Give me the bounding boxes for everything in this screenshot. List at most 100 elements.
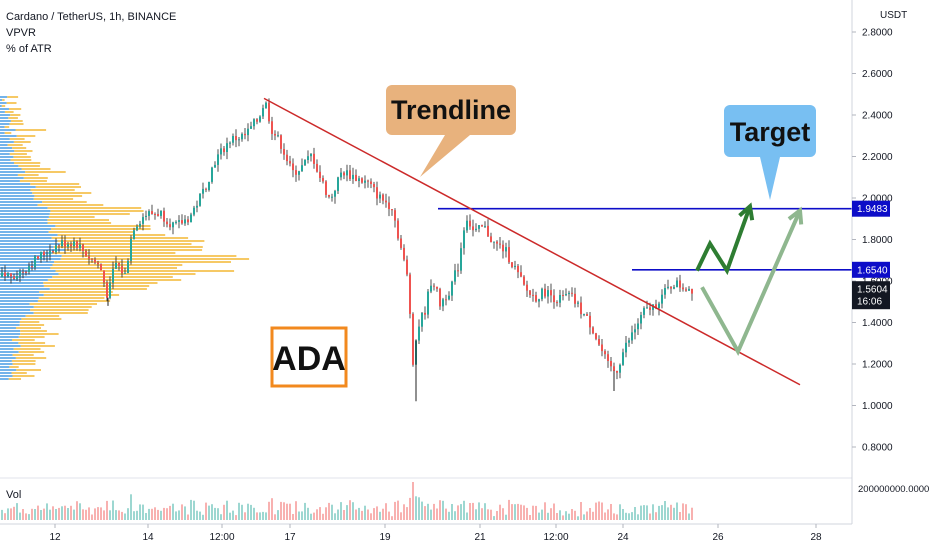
volume-bar bbox=[340, 502, 342, 520]
volume-bar bbox=[610, 504, 612, 520]
volume-bar bbox=[169, 505, 171, 520]
candle-body bbox=[28, 266, 30, 272]
volume-bar bbox=[250, 504, 252, 520]
candle-body bbox=[283, 149, 285, 155]
volume-bar bbox=[37, 505, 39, 520]
volume-bar bbox=[49, 509, 51, 520]
candle-body bbox=[460, 248, 462, 271]
candle-body bbox=[226, 143, 228, 152]
vpvr-bar-buy bbox=[0, 102, 7, 104]
volume-bar bbox=[268, 501, 270, 520]
volume-bar bbox=[481, 508, 483, 520]
vpvr-bar-sell bbox=[23, 177, 48, 179]
volume-bar bbox=[265, 512, 267, 520]
volume-bar bbox=[103, 510, 105, 520]
time-axis[interactable]: 12 14 12:00 17 19 21 12:00 24 26 28 bbox=[0, 523, 852, 543]
candle-body bbox=[580, 302, 582, 315]
vpvr-bar-sell bbox=[43, 294, 120, 296]
trendline-callout-box bbox=[386, 85, 516, 135]
vpvr-bar-sell bbox=[34, 195, 83, 197]
price-axis[interactable]: USDT 2.8000 2.6000 2.4000 2.2000 2.0000 1.800… bbox=[851, 0, 929, 524]
volume-bar bbox=[436, 508, 438, 520]
volume-bar bbox=[136, 510, 138, 520]
vpvr-bar-sell bbox=[9, 123, 24, 125]
vpvr-bar-buy bbox=[0, 252, 53, 254]
vpvr-bar-sell bbox=[48, 216, 95, 218]
candle-body bbox=[97, 262, 99, 265]
candle-body bbox=[25, 271, 27, 273]
volume-bar bbox=[298, 511, 300, 520]
candle-body bbox=[43, 251, 45, 256]
vpvr-bar-buy bbox=[0, 249, 65, 251]
price-tick-label: 2.2000 bbox=[862, 152, 893, 163]
time-tick-label: 12 bbox=[49, 532, 61, 543]
volume-bar bbox=[148, 508, 150, 520]
vpvr-bar-sell bbox=[20, 345, 55, 347]
candle-body bbox=[379, 194, 381, 199]
time-tick-label: 12:00 bbox=[543, 532, 568, 543]
candle-body bbox=[214, 164, 216, 168]
symbol-title[interactable]: Cardano / TetherUS, 1h, BINANCE bbox=[6, 11, 176, 23]
trendline[interactable] bbox=[263, 97, 801, 386]
candle-body bbox=[70, 244, 72, 247]
volume-bar bbox=[61, 506, 63, 520]
vpvr-bar-sell bbox=[1, 105, 6, 107]
candle-body bbox=[4, 272, 6, 277]
volume-bar bbox=[406, 507, 408, 520]
volume-bar bbox=[556, 513, 558, 520]
vpvr-bar-sell bbox=[18, 336, 45, 338]
volume-bar bbox=[418, 497, 420, 520]
candle-body bbox=[445, 299, 447, 301]
indicator-vpvr[interactable]: VPVR bbox=[6, 27, 36, 39]
volume-bar bbox=[121, 511, 123, 520]
vpvr-bar-sell bbox=[13, 348, 41, 350]
vpvr-bar-sell bbox=[33, 306, 92, 308]
volume-bar bbox=[478, 502, 480, 520]
candle-body bbox=[223, 148, 225, 153]
vpvr-bar-buy bbox=[0, 195, 35, 197]
vpvr-bar-sell bbox=[47, 219, 109, 221]
candle-body bbox=[367, 180, 369, 182]
trendline-callout[interactable]: Trendline bbox=[386, 85, 516, 177]
candle-body bbox=[433, 285, 435, 287]
volume-bar bbox=[187, 514, 189, 520]
indicator-atr[interactable]: % of ATR bbox=[6, 43, 52, 55]
candle-body bbox=[565, 294, 567, 296]
candle-body bbox=[199, 193, 201, 206]
candle-body bbox=[355, 174, 357, 181]
volume-bar bbox=[139, 504, 141, 520]
candle-body bbox=[316, 163, 318, 172]
vpvr-bar-sell bbox=[47, 279, 182, 281]
volume-bar bbox=[448, 511, 450, 520]
candle-body bbox=[601, 344, 603, 352]
target-callout[interactable]: Target bbox=[724, 105, 816, 200]
vpvr-bar-sell bbox=[52, 264, 183, 266]
candle-body bbox=[76, 241, 78, 248]
candle-body bbox=[499, 243, 501, 245]
volume-bar bbox=[490, 509, 492, 520]
candle-body bbox=[64, 240, 66, 247]
volume-bar bbox=[526, 507, 528, 520]
candle-body bbox=[67, 244, 69, 247]
volume-bar bbox=[73, 509, 75, 520]
volume-bar bbox=[430, 509, 432, 520]
volume-bar bbox=[205, 502, 207, 520]
candle-body bbox=[289, 161, 291, 164]
vpvr-bar-buy bbox=[0, 132, 5, 134]
candle-body bbox=[457, 270, 459, 272]
projection-primary-arrow[interactable] bbox=[695, 205, 752, 276]
candle-body bbox=[124, 272, 126, 274]
candle-body bbox=[508, 247, 510, 263]
vpvr-bar-sell bbox=[51, 228, 151, 230]
volume-bar bbox=[289, 503, 291, 520]
vpvr-bar-buy bbox=[0, 120, 11, 122]
asset-label-box[interactable]: ADA bbox=[270, 326, 348, 388]
vpvr-bar-sell bbox=[8, 117, 18, 119]
volume-bar bbox=[97, 507, 99, 520]
projection-alternate-arrow[interactable] bbox=[700, 209, 802, 356]
vpvr-bar-buy bbox=[0, 243, 60, 245]
volume-bar bbox=[541, 509, 543, 520]
candle-body bbox=[394, 210, 396, 221]
volume-bar bbox=[82, 509, 84, 520]
